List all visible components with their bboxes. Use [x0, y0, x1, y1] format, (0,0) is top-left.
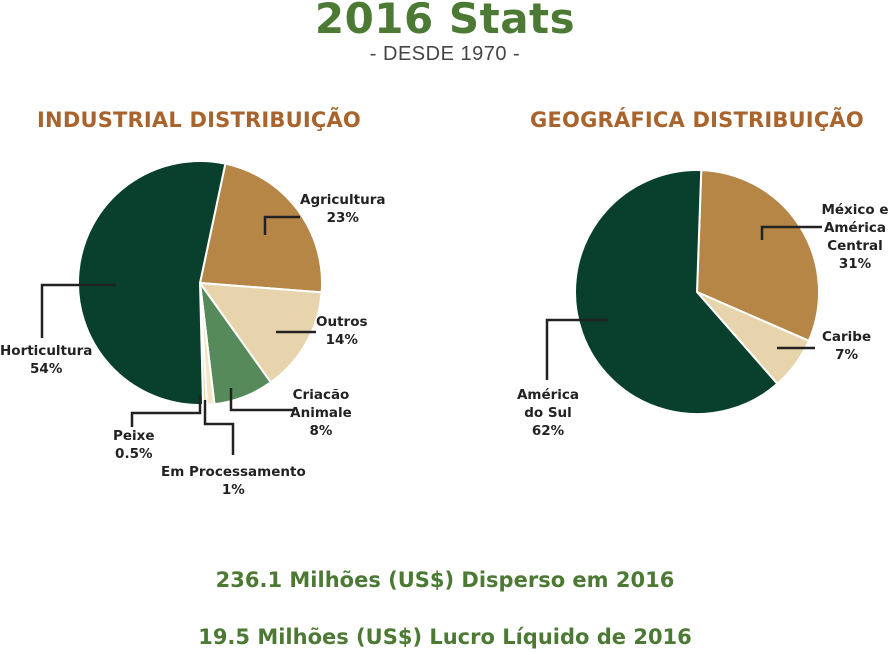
label-mexico-name: México e América Central — [821, 202, 889, 254]
geographic-slice-america-do-sul — [574, 169, 779, 415]
industrial-pie — [77, 160, 323, 406]
label-horticultura: Horticultura 54% — [0, 342, 92, 378]
page-subtitle: - DESDE 1970 - — [369, 43, 521, 65]
leader-america-do-sul — [545, 318, 608, 380]
leader-lines — [40, 215, 822, 455]
label-caribe: Caribe 7% — [822, 328, 871, 364]
leader-peixe — [130, 395, 202, 427]
label-outros-name: Outros — [316, 314, 368, 330]
label-agricultura-value: 23% — [326, 210, 359, 226]
leader-mexico — [760, 225, 822, 240]
leader-criacao — [229, 388, 293, 412]
label-mexico: México e América Central 31% — [820, 201, 890, 273]
label-sul-name: América do Sul — [516, 387, 580, 421]
geographic-pie — [574, 169, 820, 415]
label-caribe-value: 7% — [835, 347, 859, 363]
label-peixe-name: Peixe — [113, 428, 155, 444]
label-caribe-name: Caribe — [822, 329, 872, 345]
label-horticultura-name: Horticultura — [0, 343, 93, 359]
page-title: 2016 Stats — [314, 0, 576, 43]
label-agricultura-name: Agricultura — [300, 192, 386, 208]
label-horticultura-value: 54% — [30, 361, 63, 377]
leader-agricultura — [263, 215, 300, 235]
label-processamento-name: Em Processamento — [161, 464, 306, 480]
industrial-slice-agricultura — [199, 162, 323, 294]
label-outros: Outros 14% — [316, 313, 368, 349]
leader-processamento — [203, 400, 235, 455]
label-sul-value: 62% — [531, 423, 565, 439]
label-criacao-animale: Criacão Animale 8% — [286, 386, 356, 440]
label-america-do-sul: América do Sul 62% — [512, 386, 584, 440]
label-mexico-value: 31% — [838, 256, 872, 272]
geographic-chart-title: GEOGRÁFICA DISTRIBUIÇÃO — [530, 108, 864, 132]
stat-dispersed: 236.1 Milhões (US$) Disperso em 2016 — [215, 568, 675, 592]
label-peixe: Peixe 0.5% — [113, 427, 155, 463]
label-criacao-name: Criacão Animale — [290, 387, 352, 421]
industrial-slice-horticultura — [77, 160, 227, 406]
label-criacao-value: 8% — [309, 423, 333, 439]
label-peixe-value: 0.5% — [115, 446, 153, 462]
industrial-chart-title: INDUSTRIAL DISTRIBUIÇÃO — [37, 108, 361, 132]
industrial-slice-outros — [199, 282, 323, 384]
leader-horticultura — [40, 283, 116, 338]
stat-net-profit: 19.5 Milhões (US$) Lucro Líquido de 2016 — [198, 625, 692, 649]
label-agricultura: Agricultura 23% — [300, 191, 385, 227]
label-em-processamento: Em Processamento 1% — [161, 463, 306, 499]
label-processamento-value: 1% — [221, 482, 245, 498]
label-outros-value: 14% — [325, 332, 358, 348]
